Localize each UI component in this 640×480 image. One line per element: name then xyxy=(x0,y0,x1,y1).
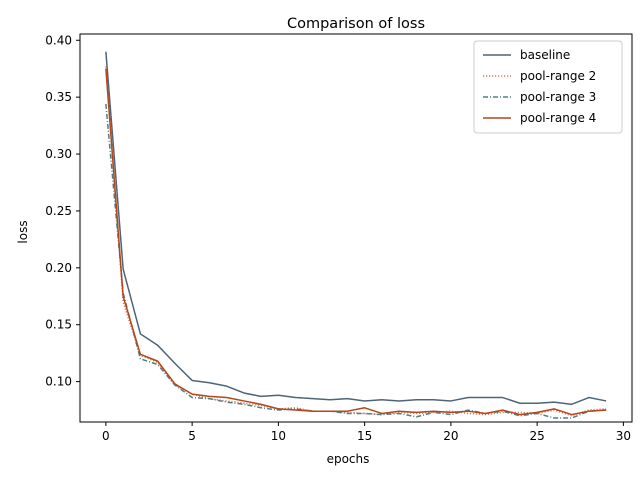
y-tick-label: 0.25 xyxy=(45,204,72,218)
series-line-baseline xyxy=(105,51,607,406)
chart-title: Comparison of loss xyxy=(287,16,425,32)
x-tick-label: 10 xyxy=(271,429,286,443)
plot-lines xyxy=(105,51,607,419)
plot-frame xyxy=(79,33,633,423)
x-axis-label: epochs xyxy=(327,452,370,466)
y-tick-label: 0.10 xyxy=(45,375,72,389)
legend-label: pool-range 3 xyxy=(520,90,596,104)
legend-box xyxy=(473,40,623,134)
x-tick-label: 5 xyxy=(188,429,196,443)
y-axis-label: loss xyxy=(16,220,30,243)
y-tick-label: 0.15 xyxy=(45,318,72,332)
x-tick-label: 20 xyxy=(443,429,458,443)
x-axis-ticks: 0 5 10 15 20 25 30 xyxy=(102,422,631,443)
y-tick-label: 0.35 xyxy=(45,90,72,104)
legend-label: baseline xyxy=(520,48,570,62)
series-line-pool-range-3 xyxy=(105,103,607,419)
legend-label: pool-range 2 xyxy=(520,69,596,83)
y-tick-label: 0.30 xyxy=(45,147,72,161)
legend-label: pool-range 4 xyxy=(520,111,596,125)
y-tick-label: 0.20 xyxy=(45,261,72,275)
y-tick-label: 0.40 xyxy=(45,33,72,47)
x-tick-label: 25 xyxy=(529,429,544,443)
x-tick-label: 15 xyxy=(357,429,372,443)
series-line-pool-range-4 xyxy=(105,68,607,416)
y-axis-ticks: 0.10 0.15 0.20 0.25 0.30 0.35 0.40 xyxy=(45,33,80,389)
x-tick-label: 0 xyxy=(102,429,110,443)
x-tick-label: 30 xyxy=(616,429,631,443)
legend: baseline pool-range 2 pool-range 3 pool-ran… xyxy=(473,40,623,134)
